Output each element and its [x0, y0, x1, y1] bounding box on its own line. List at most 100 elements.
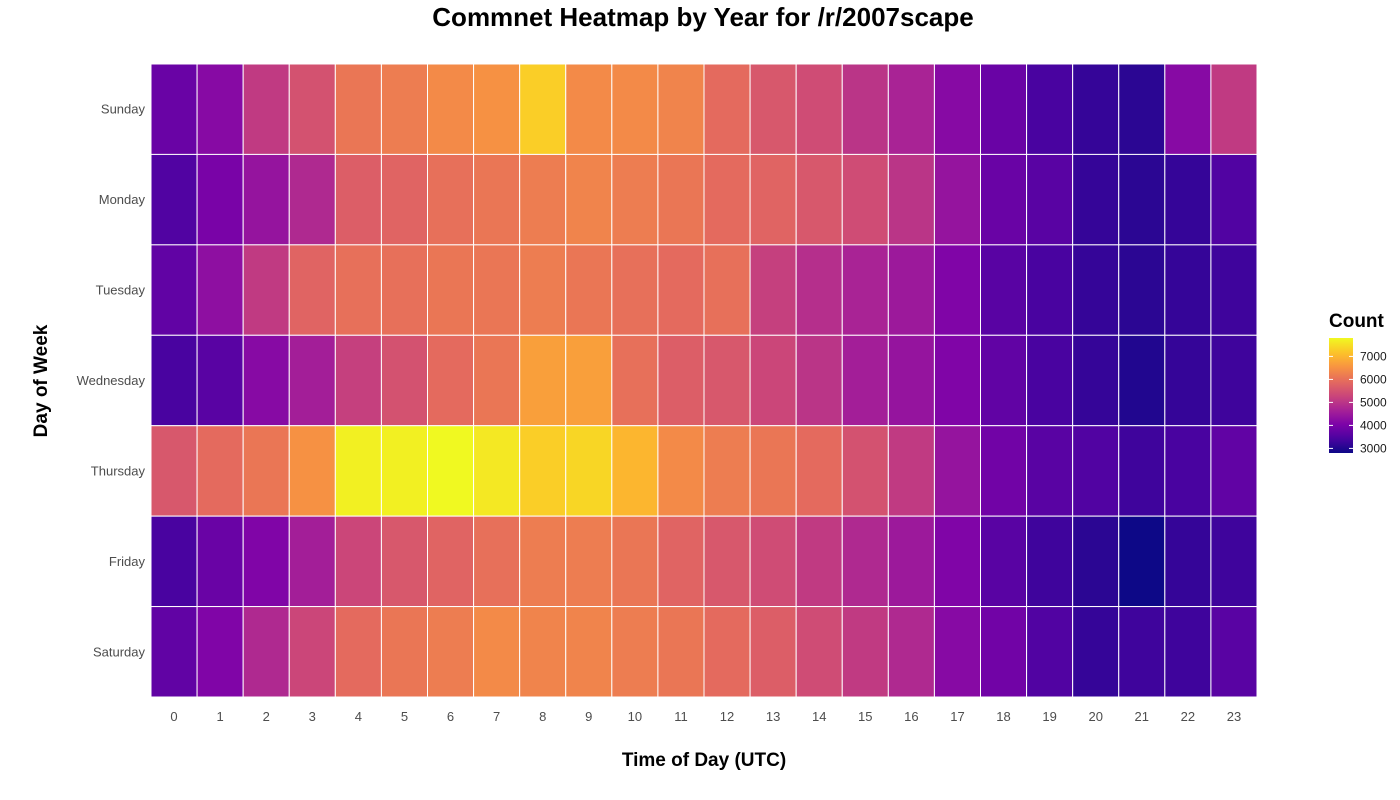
heatmap-cell-sunday-2: [242, 63, 290, 155]
heatmap-cell-friday-1: [196, 515, 244, 608]
heatmap-cell-tuesday-21: [1118, 244, 1166, 336]
heatmap-cell-sunday-22: [1164, 63, 1212, 155]
heatmap-cell-friday-23: [1210, 515, 1258, 608]
heatmap-cell-thursday-3: [288, 425, 336, 517]
heatmap-cell-sunday-5: [380, 63, 428, 155]
heatmap-cell-monday-16: [887, 153, 935, 246]
heatmap-cell-monday-20: [1072, 153, 1120, 246]
heatmap-cell-sunday-21: [1118, 63, 1166, 155]
heatmap-cell-monday-17: [933, 153, 982, 246]
heatmap-cell-tuesday-8: [519, 244, 567, 336]
heatmap-cell-monday-11: [657, 153, 705, 246]
heatmap-cell-friday-16: [887, 515, 935, 608]
heatmap-cell-saturday-17: [933, 606, 982, 698]
heatmap-cell-wednesday-11: [657, 334, 705, 427]
heatmap-cell-saturday-9: [565, 606, 613, 698]
heatmap-cell-sunday-15: [841, 63, 889, 155]
heatmap-cell-friday-7: [473, 515, 521, 608]
heatmap-cell-friday-15: [841, 515, 889, 608]
heatmap-cell-friday-22: [1164, 515, 1212, 608]
heatmap-cell-wednesday-10: [611, 334, 659, 427]
heatmap-cell-wednesday-1: [196, 334, 244, 427]
heatmap-cell-tuesday-19: [1026, 244, 1074, 336]
heatmap-cell-wednesday-6: [427, 334, 475, 427]
heatmap-cell-tuesday-0: [150, 244, 198, 336]
heatmap-cell-sunday-14: [795, 63, 843, 155]
heatmap-cell-saturday-12: [703, 606, 751, 698]
heatmap-cell-thursday-16: [887, 425, 935, 517]
legend-tick-label: 4000: [1360, 418, 1387, 432]
heatmap-cell-friday-8: [519, 515, 567, 608]
heatmap-cell-monday-23: [1210, 153, 1258, 246]
x-tick-label: 2: [263, 709, 270, 724]
heatmap-cell-wednesday-8: [519, 334, 567, 427]
heatmap-cell-saturday-22: [1164, 606, 1212, 698]
heatmap-cell-saturday-1: [196, 606, 244, 698]
heatmap-cell-monday-9: [565, 153, 613, 246]
heatmap-cell-tuesday-20: [1072, 244, 1120, 336]
heatmap-cell-tuesday-12: [703, 244, 751, 336]
heatmap-cell-thursday-5: [380, 425, 428, 517]
heatmap-cell-wednesday-9: [565, 334, 613, 427]
x-axis-title: Time of Day (UTC): [622, 750, 786, 771]
heatmap-cell-friday-0: [150, 515, 198, 608]
heatmap-cell-wednesday-5: [380, 334, 428, 427]
heatmap-cell-monday-3: [288, 153, 336, 246]
heatmap-cell-monday-22: [1164, 153, 1212, 246]
heatmap-cell-sunday-18: [980, 63, 1028, 155]
heatmap-cell-saturday-13: [749, 606, 797, 698]
heatmap-cell-sunday-3: [288, 63, 336, 155]
heatmap-cell-sunday-4: [334, 63, 382, 155]
x-axis-tick-labels: 0 1 2 3 4 5 6 7 8 9 10 11 12 13 14 15 16 17 18 19 20 21 22 23: [170, 709, 1241, 724]
x-tick-label: 4: [355, 709, 362, 724]
y-tick-label: Saturday: [93, 644, 146, 659]
heatmap-cell-thursday-10: [611, 425, 659, 517]
heatmap-cell-sunday-13: [749, 63, 797, 155]
heatmap-cell-tuesday-11: [657, 244, 705, 336]
heatmap-cell-thursday-22: [1164, 425, 1212, 517]
heatmap-cell-wednesday-3: [288, 334, 336, 427]
heatmap-cell-saturday-2: [242, 606, 290, 698]
heatmap-cell-sunday-12: [703, 63, 751, 155]
heatmap-cell-monday-13: [749, 153, 797, 246]
heatmap-cell-friday-4: [334, 515, 382, 608]
heatmap-cell-wednesday-13: [749, 334, 797, 427]
heatmap-cell-wednesday-19: [1026, 334, 1074, 427]
heatmap-cell-sunday-7: [473, 63, 521, 155]
heatmap-cell-monday-7: [473, 153, 521, 246]
legend-tick-labels: 3000 4000 5000 6000 7000: [1329, 349, 1387, 455]
legend: Count 3000 4000 5000 6000 7000: [1329, 311, 1387, 455]
heatmap-cell-saturday-23: [1210, 606, 1258, 698]
legend-tick-label: 5000: [1360, 395, 1387, 409]
heatmap-cell-saturday-19: [1026, 606, 1074, 698]
heatmap-cell-saturday-15: [841, 606, 889, 698]
heatmap-cell-thursday-12: [703, 425, 751, 517]
heatmap-cell-tuesday-2: [242, 244, 290, 336]
heatmap-cell-friday-2: [242, 515, 290, 608]
heatmap-cell-tuesday-6: [427, 244, 475, 336]
heatmap-cell-sunday-10: [611, 63, 659, 155]
y-tick-label: Monday: [99, 192, 146, 207]
heatmap-cell-thursday-14: [795, 425, 843, 517]
heatmap-cell-thursday-4: [334, 425, 382, 517]
heatmap-cell-thursday-7: [473, 425, 521, 517]
x-tick-label: 13: [766, 709, 780, 724]
heatmap-cell-tuesday-17: [933, 244, 982, 336]
y-axis-title: Day of Week: [31, 324, 52, 437]
legend-tick-label: 3000: [1360, 441, 1387, 455]
heatmap-cell-saturday-6: [427, 606, 475, 698]
heatmap-cell-saturday-10: [611, 606, 659, 698]
heatmap-cell-monday-6: [427, 153, 475, 246]
legend-colorbar: [1329, 338, 1353, 453]
heatmap-cell-wednesday-17: [933, 334, 982, 427]
heatmap-cell-tuesday-14: [795, 244, 843, 336]
heatmap-cell-thursday-8: [519, 425, 567, 517]
legend-tick-label: 6000: [1360, 372, 1387, 386]
heatmap-cell-saturday-8: [519, 606, 567, 698]
heatmap-cell-monday-4: [334, 153, 382, 246]
heatmap-cell-wednesday-15: [841, 334, 889, 427]
x-tick-label: 0: [170, 709, 177, 724]
heatmap-cell-thursday-2: [242, 425, 290, 517]
x-tick-label: 10: [628, 709, 642, 724]
